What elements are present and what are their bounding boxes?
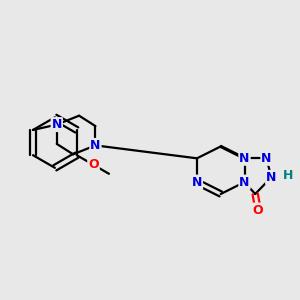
- Text: O: O: [253, 204, 263, 217]
- Text: N: N: [239, 152, 250, 165]
- Text: N: N: [266, 171, 277, 184]
- Text: H: H: [283, 169, 293, 182]
- Text: N: N: [192, 176, 202, 189]
- Text: N: N: [90, 139, 100, 152]
- Text: N: N: [239, 176, 250, 189]
- Text: O: O: [88, 158, 99, 171]
- Text: N: N: [261, 152, 272, 165]
- Text: N: N: [52, 118, 62, 131]
